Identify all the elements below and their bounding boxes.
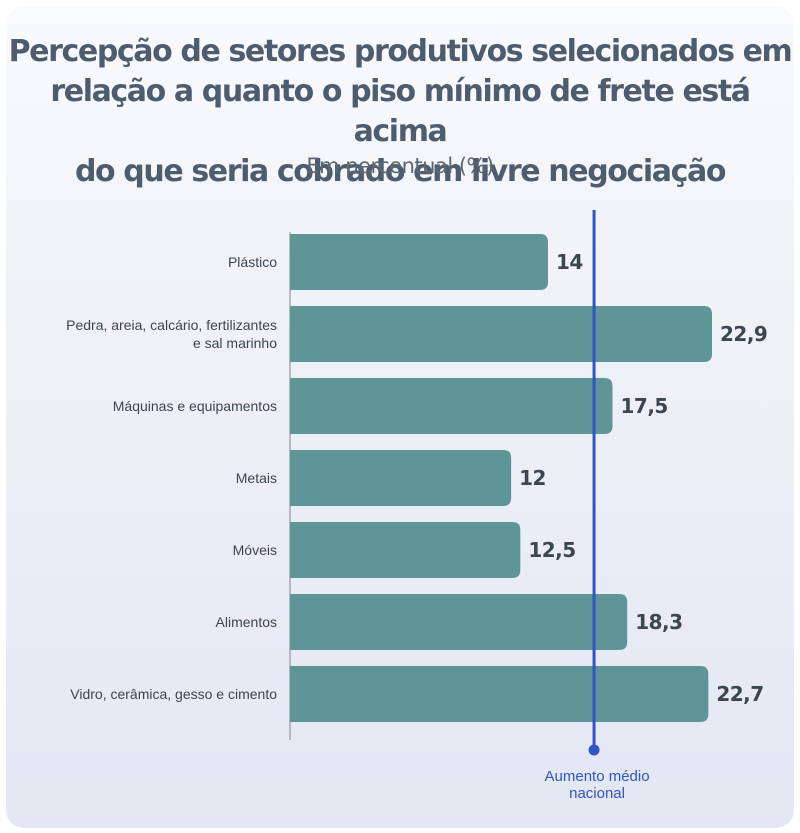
category-label: Vidro, cerâmica, gesso e cimento — [70, 686, 277, 702]
bar — [290, 378, 613, 434]
bar — [290, 450, 512, 506]
data-label: 14 — [556, 250, 583, 274]
reference-line-marker — [588, 744, 600, 756]
category-label: Pedra, areia, calcário, fertilizantes — [66, 317, 277, 333]
category-label: e sal marinho — [193, 335, 277, 351]
reference-line-label: Aumento médio — [545, 768, 650, 785]
category-label: Máquinas e equipamentos — [113, 398, 277, 414]
bar — [290, 522, 521, 578]
chart-subtitle: Em percentual (%) — [306, 154, 494, 178]
data-label: 12 — [519, 466, 546, 490]
title-line-3: do que seria cobrado em livre negociação — [74, 154, 726, 189]
data-label: 18,3 — [635, 610, 682, 634]
data-label: 17,5 — [620, 394, 667, 418]
bar — [290, 306, 712, 362]
data-label: 22,7 — [716, 682, 763, 706]
data-label: 12,5 — [528, 538, 575, 562]
bar — [290, 666, 709, 722]
chart-title: Percepção de setores produtivos selecion… — [0, 32, 800, 192]
title-line-2: relação a quanto o piso mínimo de frete … — [50, 74, 751, 149]
category-label: Plástico — [228, 254, 277, 270]
bar — [290, 234, 548, 290]
data-label: 22,9 — [720, 322, 767, 346]
category-label: Alimentos — [216, 614, 277, 630]
bar — [290, 594, 628, 650]
reference-line-label: nacional — [569, 785, 625, 802]
category-label: Móveis — [233, 542, 277, 558]
title-line-1: Percepção de setores produtivos selecion… — [8, 34, 793, 69]
category-label: Metais — [236, 470, 277, 486]
